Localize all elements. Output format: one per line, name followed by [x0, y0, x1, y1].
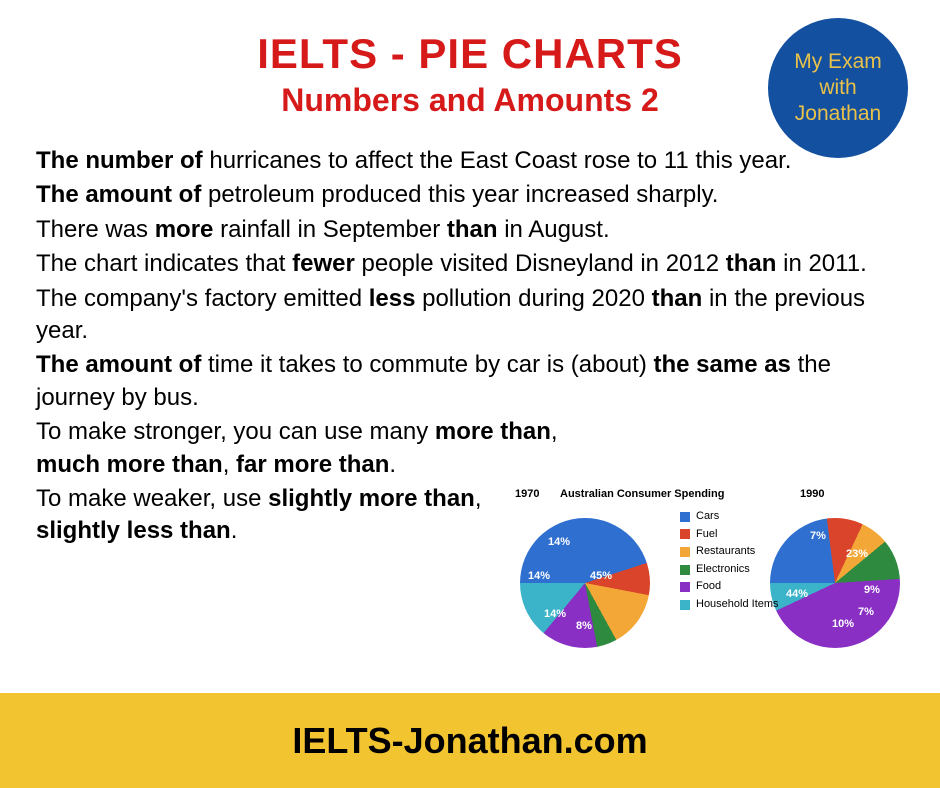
- legend-item: Household Items: [680, 596, 779, 614]
- legend-swatch: [680, 582, 690, 592]
- sentence: The chart indicates that fewer people vi…: [36, 248, 904, 280]
- legend-item: Restaurants: [680, 543, 779, 561]
- slice-label: 44%: [786, 588, 808, 600]
- slice-label: 7%: [858, 606, 874, 618]
- year-left: 1970: [515, 488, 539, 500]
- pie-1990: 23% 9% 7% 10% 44% 7%: [770, 518, 900, 648]
- slice-label: 10%: [832, 618, 854, 630]
- year-right: 1990: [800, 488, 824, 500]
- legend-label: Food: [696, 578, 721, 596]
- header: IELTS - PIE CHARTS Numbers and Amounts 2…: [0, 0, 940, 129]
- legend-label: Cars: [696, 508, 719, 526]
- charts-title: Australian Consumer Spending: [560, 488, 724, 500]
- legend-label: Household Items: [696, 596, 779, 614]
- chart-legend: CarsFuelRestaurantsElectronicsFoodHouseh…: [680, 508, 779, 614]
- sentence: To make weaker, use slightly more than, …: [36, 483, 566, 548]
- legend-swatch: [680, 512, 690, 522]
- slice-label: 14%: [544, 608, 566, 620]
- sentence: To make stronger, you can use many more …: [36, 416, 566, 481]
- footer-text: IELTS-Jonathan.com: [292, 720, 647, 762]
- legend-swatch: [680, 600, 690, 610]
- footer-bar: IELTS-Jonathan.com: [0, 693, 940, 788]
- legend-label: Fuel: [696, 526, 717, 544]
- legend-item: Electronics: [680, 561, 779, 579]
- sentence: There was more rainfall in September tha…: [36, 214, 904, 246]
- badge-circle: My Exam with Jonathan: [768, 18, 908, 158]
- legend-swatch: [680, 565, 690, 575]
- badge-line2: with: [819, 75, 856, 101]
- slice-label: 7%: [810, 530, 826, 542]
- pie-1970: 45% 8% 14% 14% 14%: [520, 518, 650, 648]
- slice-label: 45%: [590, 570, 612, 582]
- slice-label: 9%: [864, 584, 880, 596]
- legend-label: Restaurants: [696, 543, 755, 561]
- legend-swatch: [680, 547, 690, 557]
- sentence: The company's factory emitted less pollu…: [36, 283, 904, 348]
- legend-item: Cars: [680, 508, 779, 526]
- badge-line1: My Exam: [794, 49, 882, 75]
- legend-label: Electronics: [696, 561, 750, 579]
- badge-line3: Jonathan: [795, 101, 881, 127]
- sentence: The amount of petroleum produced this ye…: [36, 179, 904, 211]
- slice-label: 14%: [528, 570, 550, 582]
- sentence: The amount of time it takes to commute b…: [36, 349, 904, 414]
- slice-label: 8%: [576, 620, 592, 632]
- legend-item: Food: [680, 578, 779, 596]
- sentence: The number of hurricanes to affect the E…: [36, 145, 904, 177]
- body-text: The number of hurricanes to affect the E…: [0, 129, 940, 548]
- slice-label: 23%: [846, 548, 868, 560]
- legend-swatch: [680, 529, 690, 539]
- charts-panel: 1970 Australian Consumer Spending 1990 4…: [510, 488, 910, 668]
- slice-label: 14%: [548, 536, 570, 548]
- legend-item: Fuel: [680, 526, 779, 544]
